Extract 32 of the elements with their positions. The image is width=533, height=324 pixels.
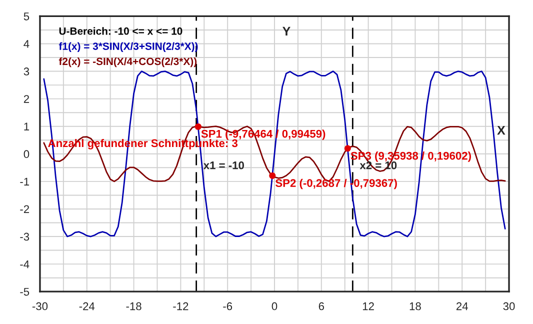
y-tick-label: 0 <box>24 150 30 158</box>
x-tick-label: 0 <box>272 302 278 310</box>
x-tick-label: 30 <box>503 302 515 310</box>
x-tick-label: 18 <box>410 302 421 310</box>
y-tick-label: -5 <box>20 288 30 296</box>
point <box>269 172 276 179</box>
x-tick-label: -30 <box>32 302 48 310</box>
y-tick-label: 2 <box>24 95 29 103</box>
ref-line-label: x1 = -10 <box>203 161 244 170</box>
y-tick-label: -4 <box>20 260 30 268</box>
x-tick-label: -12 <box>173 302 188 310</box>
y-tick-label: 3 <box>24 68 30 76</box>
x-tick-label: 12 <box>362 302 374 310</box>
x-tick-label: -18 <box>126 302 142 310</box>
y-tick-label: -2 <box>20 205 29 214</box>
annotation: U-Bereich: -10 <= x <= 10 <box>59 27 182 35</box>
y-tick-label: 4 <box>24 40 30 48</box>
y-tick-label: -3 <box>20 232 30 241</box>
x-tick-label: -6 <box>223 302 232 310</box>
y-tick-label: 1 <box>24 122 30 130</box>
x-tick-label: 6 <box>318 302 324 310</box>
y-axis-title: Y <box>282 26 290 36</box>
x-tick-label: 24 <box>456 302 468 310</box>
x-tick-label: -24 <box>79 302 95 310</box>
line-series <box>43 70 506 238</box>
y-tick-label: -1 <box>20 178 30 186</box>
annotation: f2(x) = -SIN(X/4+COS(2/3*X)) <box>58 57 197 68</box>
point <box>194 123 202 130</box>
annotation: f1(x) = 3*SIN(X/3+SIN(2/3*X)) <box>58 42 198 52</box>
point <box>344 145 351 152</box>
x-axis-title: X <box>497 126 506 135</box>
y-tick-label: 5 <box>24 12 30 20</box>
